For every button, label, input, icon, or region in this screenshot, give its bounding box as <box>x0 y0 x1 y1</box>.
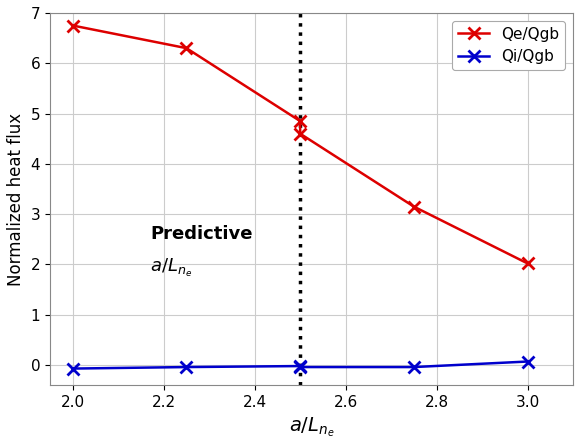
Legend: Qe/Qgb, Qi/Qgb: Qe/Qgb, Qi/Qgb <box>452 21 566 70</box>
Qe/Qgb <box>296 131 303 136</box>
Qi/Qgb <box>524 359 531 364</box>
Qi/Qgb <box>69 366 76 371</box>
Qi/Qgb <box>411 364 418 370</box>
Line: Qe/Qgb: Qe/Qgb <box>67 20 533 269</box>
Qe/Qgb <box>411 204 418 209</box>
Qe/Qgb <box>183 45 190 51</box>
Qe/Qgb <box>69 23 76 28</box>
Line: Qi/Qgb: Qi/Qgb <box>67 356 533 374</box>
Text: $a/L_{n_e}$: $a/L_{n_e}$ <box>150 257 192 279</box>
Qe/Qgb <box>524 261 531 266</box>
X-axis label: $a/L_{n_e}$: $a/L_{n_e}$ <box>289 415 334 439</box>
Qi/Qgb <box>296 364 303 370</box>
Text: Predictive: Predictive <box>150 225 252 244</box>
Qi/Qgb <box>183 364 190 370</box>
Qi/Qgb <box>296 363 303 369</box>
Y-axis label: Normalized heat flux: Normalized heat flux <box>7 112 25 285</box>
Qe/Qgb <box>296 119 303 124</box>
